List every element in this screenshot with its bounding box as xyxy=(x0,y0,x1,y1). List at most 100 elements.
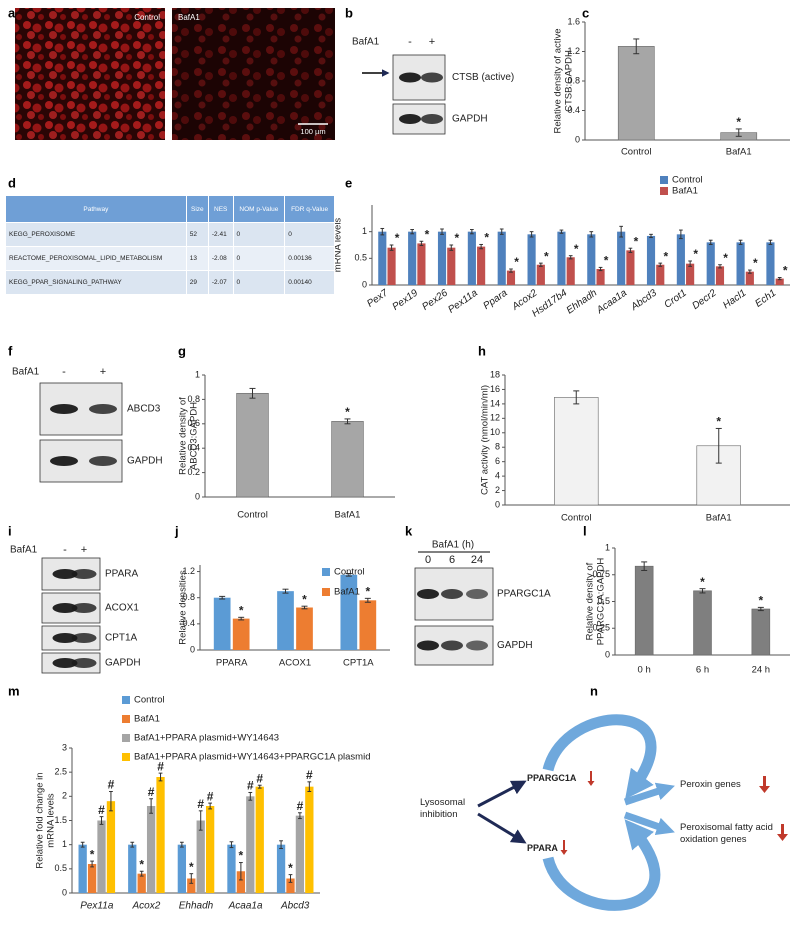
bar xyxy=(137,873,146,893)
x-tick-label: Acaa1a xyxy=(228,901,263,912)
bar xyxy=(331,421,364,498)
bar xyxy=(437,231,447,285)
legend-swatch xyxy=(122,715,130,723)
significance-mark: * xyxy=(302,592,307,606)
bar xyxy=(156,777,165,893)
x-tick-label: Pex19 xyxy=(390,287,420,313)
y-tick-label: 0.4 xyxy=(182,618,195,628)
bar xyxy=(751,608,771,656)
bar xyxy=(205,806,215,893)
bar xyxy=(378,231,387,285)
lane-label: + xyxy=(429,36,435,48)
y-tick-label: 0.25 xyxy=(592,623,610,633)
table-cell: 0 xyxy=(232,222,286,247)
significance-mark: * xyxy=(544,249,549,263)
x-tick-label: CPT1A xyxy=(343,658,374,669)
panel-label: a xyxy=(8,5,16,20)
table-cell: 0 xyxy=(232,270,286,295)
y-tick-label: 0.8 xyxy=(187,394,200,404)
bar xyxy=(246,796,255,893)
y-tick-label: 0.4 xyxy=(567,105,580,115)
y-axis-label: Relative densities xyxy=(178,570,189,645)
y-axis-label: PPARGC1A:GAPDH xyxy=(596,558,607,646)
y-tick-label: 0 xyxy=(362,279,367,289)
y-tick-label: 2.5 xyxy=(54,767,67,777)
y-tick-label: 4 xyxy=(495,470,500,480)
y-tick-label: 0.4 xyxy=(187,443,200,453)
bar xyxy=(706,242,715,285)
cycle-arrow xyxy=(542,819,661,911)
significance-mark: * xyxy=(574,242,579,256)
panel-label: d xyxy=(8,175,16,190)
significance-mark: # xyxy=(108,778,115,792)
legend-label: Control xyxy=(134,695,165,706)
bar xyxy=(693,590,712,656)
down-arrow xyxy=(777,824,788,841)
significance-mark: * xyxy=(288,861,293,875)
significance-mark: # xyxy=(148,785,155,799)
arrow xyxy=(477,812,527,844)
y-axis-label: CAT activity (nmol/min/ml) xyxy=(480,385,491,495)
legend-swatch xyxy=(122,696,130,704)
legend-label: BafA1 xyxy=(134,714,160,725)
x-tick-label: Pex26 xyxy=(420,287,450,313)
significance-mark: * xyxy=(239,849,244,863)
bar xyxy=(128,844,137,893)
y-axis-label: Relative density of xyxy=(585,562,596,640)
significance-mark: * xyxy=(189,860,194,874)
significance-mark: * xyxy=(345,405,350,419)
bar xyxy=(277,591,294,650)
protein-label: GAPDH xyxy=(497,640,533,651)
blot-band xyxy=(52,633,78,643)
bar xyxy=(295,815,305,893)
table-row: KEGG_PEROXISOME 52 -2.41 0 0 xyxy=(5,222,335,247)
y-tick-label: 14 xyxy=(490,398,500,408)
bar xyxy=(554,397,599,506)
blot-band xyxy=(421,72,443,83)
bar xyxy=(506,270,516,285)
y-tick-label: 0.8 xyxy=(567,75,580,85)
protein-label: ABCD3 xyxy=(127,404,161,415)
lane-label: 0 xyxy=(425,554,431,566)
panel-label: k xyxy=(405,523,413,538)
y-tick-label: 0.6 xyxy=(187,418,200,428)
x-tick-label: Acox2 xyxy=(132,901,161,912)
micrograph xyxy=(172,8,335,140)
blot-band xyxy=(399,114,421,124)
bar xyxy=(78,844,87,893)
significance-mark: * xyxy=(514,255,519,269)
bar xyxy=(97,820,106,893)
panel-label: g xyxy=(178,343,186,358)
lane-label: - xyxy=(63,544,67,556)
panel-label: j xyxy=(174,523,179,538)
y-tick-label: 18 xyxy=(490,369,500,379)
micrograph-label: BafA1 xyxy=(178,13,200,22)
bar xyxy=(296,607,313,650)
panel-label: n xyxy=(590,683,598,698)
legend-swatch xyxy=(660,176,668,184)
legend-label: BafA1+PPARA plasmid+WY14643 xyxy=(134,733,279,744)
y-tick-label: 1.2 xyxy=(182,566,195,576)
bar xyxy=(477,246,486,285)
cycle-arrow xyxy=(542,714,657,800)
y-axis-label: ABCD3:GAPDH xyxy=(189,402,200,470)
blot-band xyxy=(71,633,97,643)
y-tick-label: 0.5 xyxy=(354,253,367,263)
lane-label: + xyxy=(100,366,106,378)
blot-treatment: BafA1 xyxy=(12,367,40,378)
table-row: KEGG_PPAR_SIGNALING_PATHWAY 29 -2.07 0 0.001… xyxy=(5,270,335,295)
legend-label: BafA1 xyxy=(672,186,698,197)
diagram-regulator: PPARGC1A xyxy=(527,773,577,783)
lane-label: - xyxy=(408,36,412,48)
table-cell: 0.00136 xyxy=(284,246,335,271)
bar xyxy=(634,565,654,656)
protein-label: PPARGC1A xyxy=(497,589,551,600)
legend-swatch xyxy=(660,187,668,195)
significance-mark: * xyxy=(90,847,95,861)
protein-label: GAPDH xyxy=(452,114,488,125)
panel-label: m xyxy=(8,683,20,698)
bar xyxy=(626,250,635,285)
bar xyxy=(387,247,396,285)
